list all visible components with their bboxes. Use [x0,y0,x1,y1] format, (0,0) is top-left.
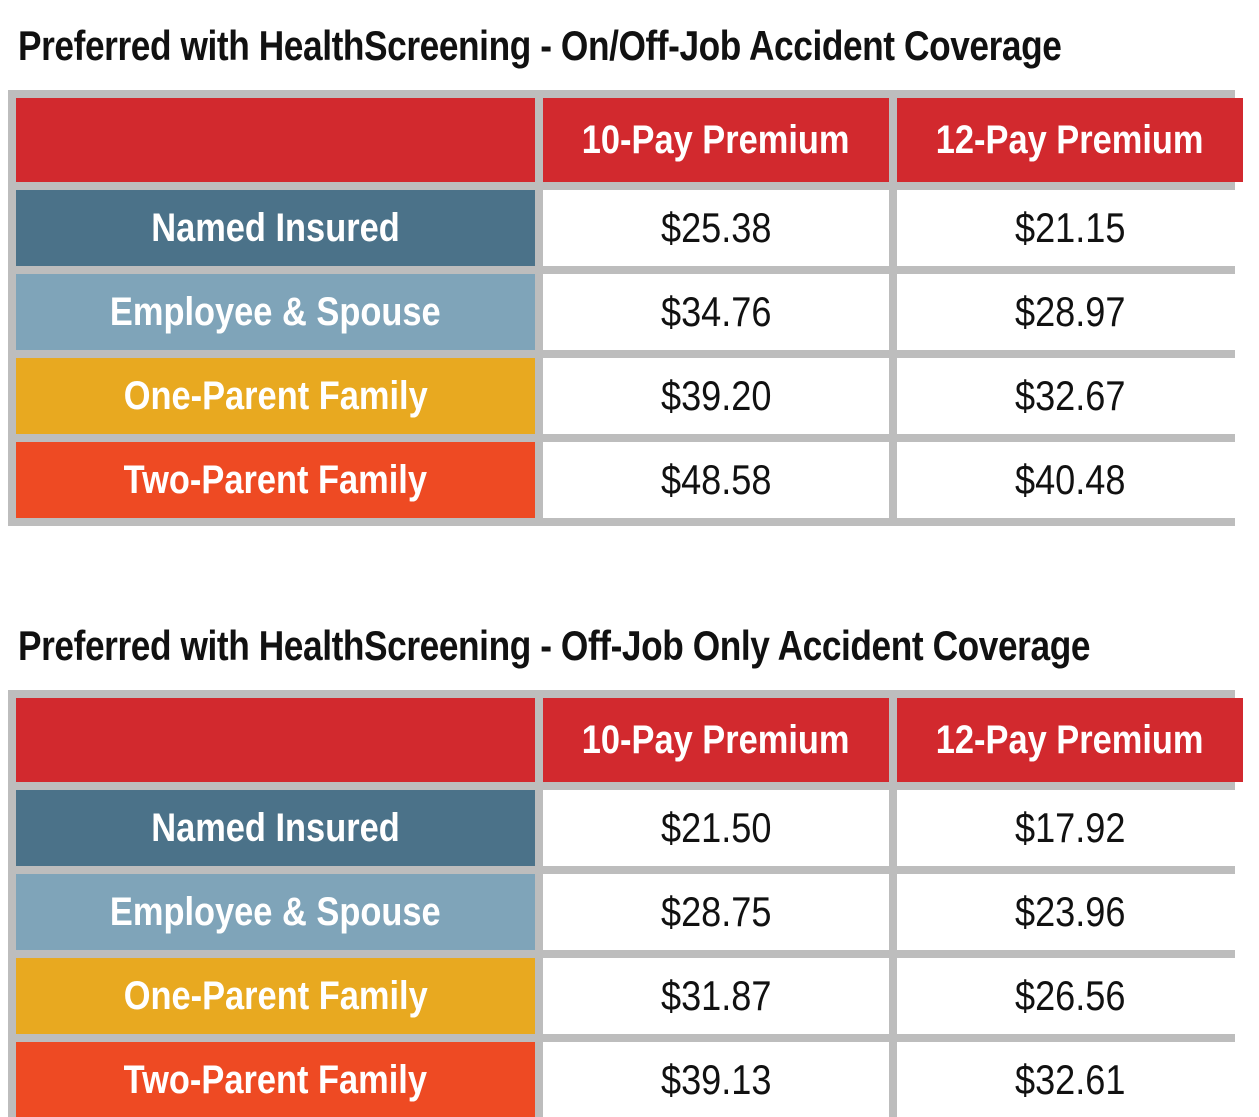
row-label: Named Insured [151,205,400,250]
table1-employee-spouse-12pay-value: $28.97 [897,274,1243,350]
column-header-label: 12-Pay Premium [936,117,1204,162]
premium-value: $39.13 [660,1056,772,1103]
table1-title-text: Preferred with HealthScreening - On/Off-… [18,22,1062,69]
column-header-label: 10-Pay Premium [582,117,850,162]
row-label: One-Parent Family [123,373,428,418]
table1-row-label-named-insured: Named Insured [16,190,535,266]
premium-value: $39.20 [660,372,772,419]
table2-corner-cell [16,698,535,782]
table1-employee-spouse-10pay-value: $34.76 [543,274,889,350]
premium-value: $28.75 [660,888,772,935]
table2-employee-spouse-10pay-value: $28.75 [543,874,889,950]
table1-one-parent-10pay-value: $39.20 [543,358,889,434]
table1-two-parent-10pay-value: $48.58 [543,442,889,518]
table1-corner-cell [16,98,535,182]
table1-one-parent-12pay-value: $32.67 [897,358,1243,434]
column-header-label: 12-Pay Premium [936,717,1204,762]
column-header-label: 10-Pay Premium [582,717,850,762]
row-label: Two-Parent Family [123,457,428,502]
table1-row-label-employee-spouse: Employee & Spouse [16,274,535,350]
table2-column-header-10pay: 10-Pay Premium [543,698,889,782]
table1-named-insured-10pay-value: $25.38 [543,190,889,266]
premium-value: $48.58 [660,456,772,503]
row-label: One-Parent Family [123,973,428,1018]
row-label: Two-Parent Family [123,1057,428,1102]
table2-title: Preferred with HealthScreening - Off-Job… [0,622,1259,680]
table2-two-parent-10pay-value: $39.13 [543,1042,889,1117]
spacer [0,526,1259,622]
row-label: Named Insured [151,805,400,850]
premium-value: $25.38 [660,204,772,251]
rate-table-onoff-job: 10-Pay Premium 12-Pay Premium Named Insu… [8,90,1243,526]
rate-table-offjob-only: 10-Pay Premium 12-Pay Premium Named Insu… [8,690,1243,1117]
table2-row-label-named-insured: Named Insured [16,790,535,866]
premium-value: $26.56 [1014,972,1126,1019]
premium-value: $21.50 [660,804,772,851]
premium-value: $28.97 [1014,288,1126,335]
table1-named-insured-12pay-value: $21.15 [897,190,1243,266]
premium-value: $21.15 [1014,204,1126,251]
table1-two-parent-12pay-value: $40.48 [897,442,1243,518]
table1-row-label-one-parent: One-Parent Family [16,358,535,434]
premium-value: $31.87 [660,972,772,1019]
premium-value: $40.48 [1014,456,1126,503]
premium-value: $34.76 [660,288,772,335]
row-label: Employee & Spouse [110,289,441,334]
table1-column-header-10pay: 10-Pay Premium [543,98,889,182]
table2-named-insured-10pay-value: $21.50 [543,790,889,866]
table2-row-label-one-parent: One-Parent Family [16,958,535,1034]
spacer [0,680,1259,690]
table2-row-label-two-parent: Two-Parent Family [16,1042,535,1117]
table2-one-parent-12pay-value: $26.56 [897,958,1243,1034]
table2-row-label-employee-spouse: Employee & Spouse [16,874,535,950]
premium-value: $32.67 [1014,372,1126,419]
table2-column-header-12pay: 12-Pay Premium [897,698,1243,782]
table2-one-parent-10pay-value: $31.87 [543,958,889,1034]
premium-value: $17.92 [1014,804,1126,851]
table2-named-insured-12pay-value: $17.92 [897,790,1243,866]
premium-value: $32.61 [1014,1056,1126,1103]
table1-column-header-12pay: 12-Pay Premium [897,98,1243,182]
table2-employee-spouse-12pay-value: $23.96 [897,874,1243,950]
row-label: Employee & Spouse [110,889,441,934]
premium-value: $23.96 [1014,888,1126,935]
table2-title-text: Preferred with HealthScreening - Off-Job… [18,622,1091,669]
table1-title: Preferred with HealthScreening - On/Off-… [0,0,1259,80]
table2-two-parent-12pay-value: $32.61 [897,1042,1243,1117]
spacer [0,80,1259,90]
table1-row-label-two-parent: Two-Parent Family [16,442,535,518]
